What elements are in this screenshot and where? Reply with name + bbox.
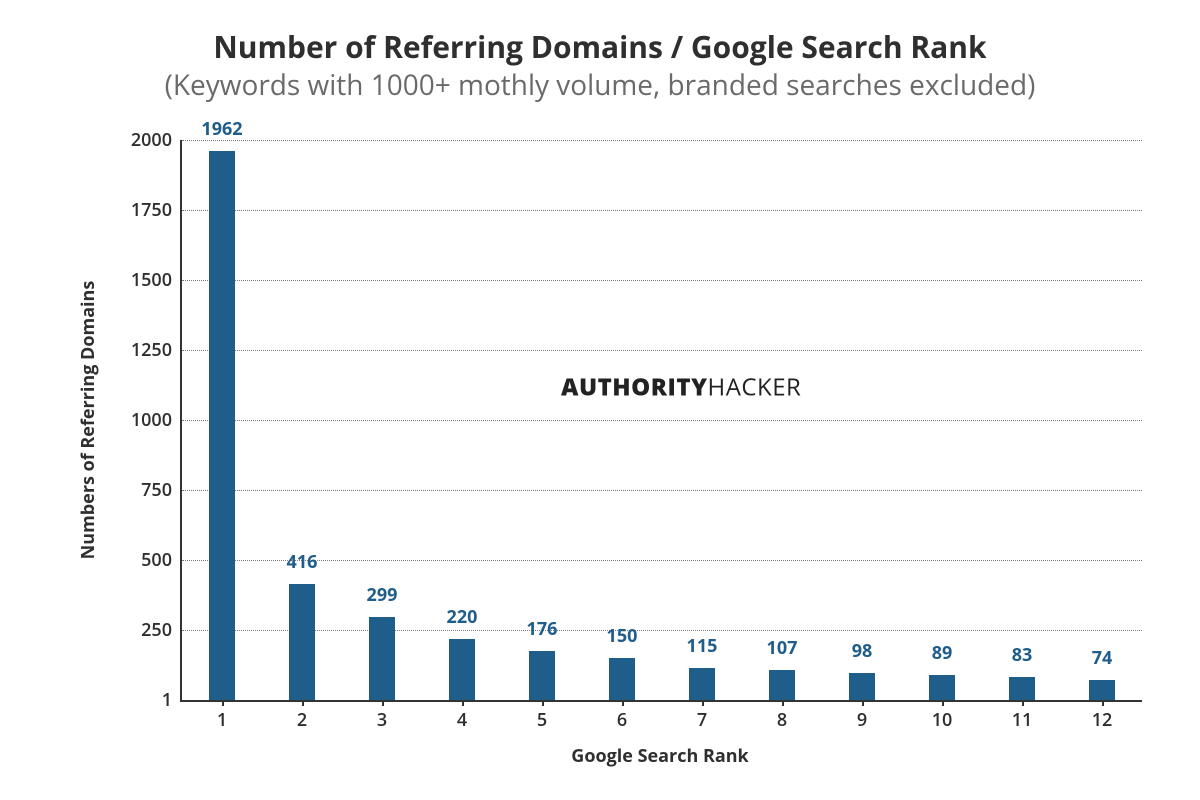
bar-value-label: 115 bbox=[687, 634, 718, 658]
bar-value-label: 89 bbox=[932, 641, 953, 665]
gridline bbox=[182, 350, 1142, 351]
bar bbox=[529, 651, 555, 700]
x-tick-label: 3 bbox=[377, 708, 387, 732]
gridline bbox=[182, 490, 1142, 491]
y-tick-label: 1250 bbox=[131, 338, 172, 362]
bar-value-label: 83 bbox=[1012, 643, 1033, 667]
plot-area: 1250500750100012501500175020001196224163… bbox=[180, 140, 1142, 702]
bar-value-label: 176 bbox=[527, 617, 558, 641]
bar bbox=[449, 639, 475, 700]
gridline bbox=[182, 420, 1142, 421]
gridline bbox=[182, 560, 1142, 561]
y-tick-label: 250 bbox=[141, 618, 172, 642]
bar bbox=[1009, 677, 1035, 700]
x-tick-mark bbox=[542, 700, 544, 706]
bar-value-label: 150 bbox=[607, 624, 638, 648]
y-tick-label: 1 bbox=[162, 688, 172, 712]
bar-value-label: 416 bbox=[287, 550, 318, 574]
x-tick-mark bbox=[462, 700, 464, 706]
x-tick-mark bbox=[382, 700, 384, 706]
bar bbox=[369, 617, 395, 700]
bar bbox=[849, 673, 875, 700]
x-tick-label: 4 bbox=[457, 708, 467, 732]
x-tick-label: 6 bbox=[617, 708, 627, 732]
x-tick-mark bbox=[702, 700, 704, 706]
bar bbox=[1089, 680, 1115, 700]
x-tick-mark bbox=[862, 700, 864, 706]
bar bbox=[209, 151, 235, 700]
bar bbox=[609, 658, 635, 700]
y-axis-label: Numbers of Referring Domains bbox=[76, 281, 100, 560]
bar-value-label: 1962 bbox=[201, 117, 242, 141]
bar-value-label: 74 bbox=[1092, 646, 1113, 670]
bar-value-label: 220 bbox=[447, 605, 478, 629]
x-tick-mark bbox=[782, 700, 784, 706]
y-tick-label: 500 bbox=[141, 548, 172, 572]
gridline bbox=[182, 630, 1142, 631]
x-tick-label: 10 bbox=[932, 708, 953, 732]
x-tick-mark bbox=[222, 700, 224, 706]
x-tick-mark bbox=[622, 700, 624, 706]
bar bbox=[289, 584, 315, 700]
x-tick-label: 2 bbox=[297, 708, 307, 732]
x-tick-mark bbox=[1022, 700, 1024, 706]
bar-value-label: 299 bbox=[367, 583, 398, 607]
bar-value-label: 107 bbox=[767, 636, 798, 660]
gridline bbox=[182, 280, 1142, 281]
x-tick-label: 1 bbox=[217, 708, 227, 732]
x-tick-mark bbox=[1102, 700, 1104, 706]
y-tick-label: 1500 bbox=[131, 268, 172, 292]
x-tick-label: 5 bbox=[537, 708, 547, 732]
x-tick-label: 8 bbox=[777, 708, 787, 732]
y-tick-label: 750 bbox=[141, 478, 172, 502]
x-axis-label: Google Search Rank bbox=[571, 744, 748, 768]
y-tick-label: 1750 bbox=[131, 198, 172, 222]
gridline bbox=[182, 140, 1142, 141]
bar bbox=[929, 675, 955, 700]
x-tick-label: 11 bbox=[1012, 708, 1033, 732]
y-tick-label: 1000 bbox=[131, 408, 172, 432]
y-tick-label: 2000 bbox=[131, 128, 172, 152]
watermark: AUTHORITYHACKER bbox=[561, 370, 801, 403]
x-tick-label: 9 bbox=[857, 708, 867, 732]
gridline bbox=[182, 210, 1142, 211]
x-tick-label: 7 bbox=[697, 708, 707, 732]
bar bbox=[689, 668, 715, 700]
chart-title: Number of Referring Domains / Google Sea… bbox=[0, 26, 1200, 67]
chart-subtitle: (Keywords with 1000+ mothly volume, bran… bbox=[0, 66, 1200, 104]
x-tick-mark bbox=[302, 700, 304, 706]
bar-value-label: 98 bbox=[852, 639, 873, 663]
bar bbox=[769, 670, 795, 700]
x-tick-label: 12 bbox=[1092, 708, 1113, 732]
x-tick-mark bbox=[942, 700, 944, 706]
